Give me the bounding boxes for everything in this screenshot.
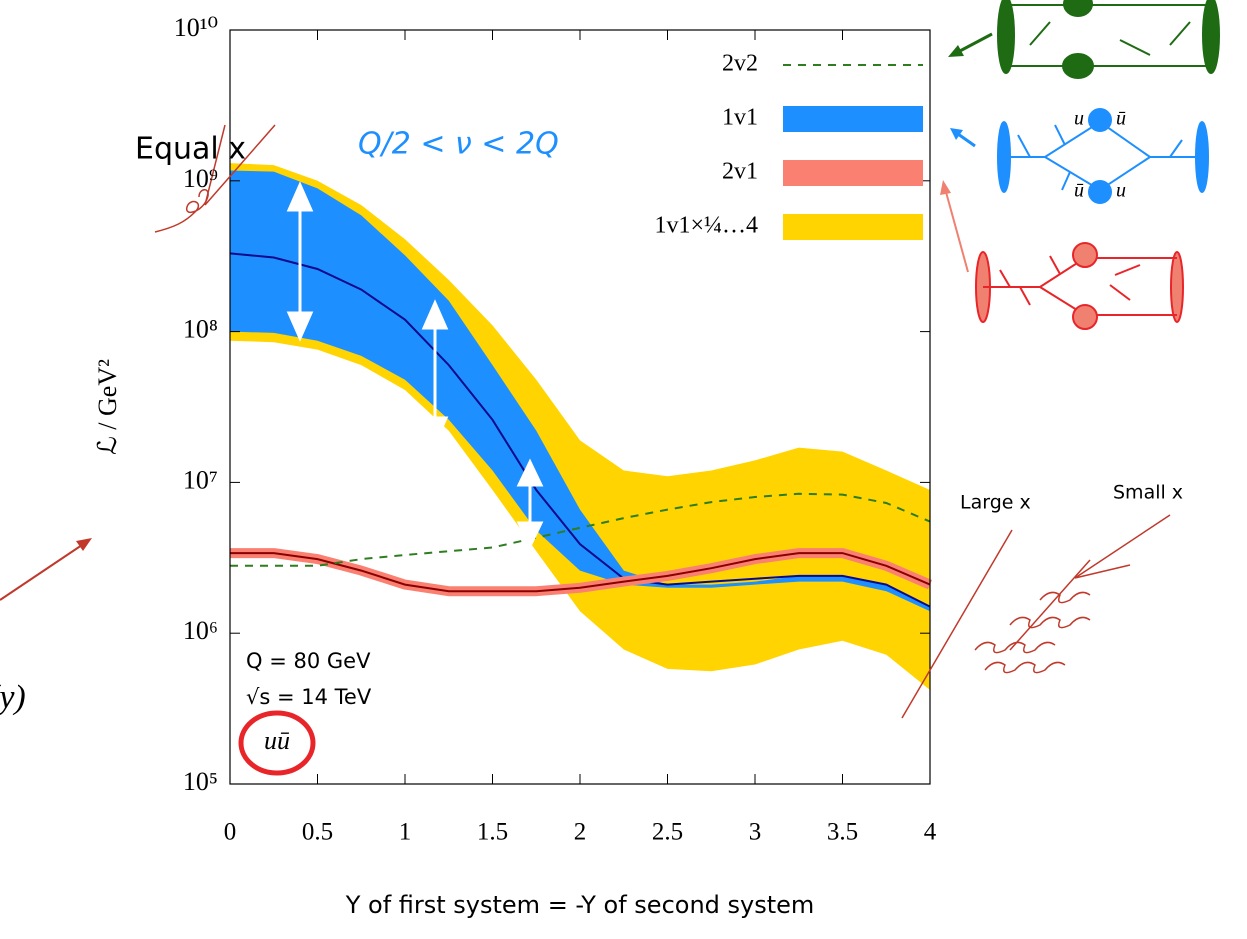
y-tick-label: 10⁸	[183, 315, 218, 344]
diagram-2v2	[997, 0, 1220, 79]
legend-label: 1v1	[722, 105, 758, 131]
annotation: Large x	[960, 492, 1031, 514]
annotation: Q/2 < ν < 2Q	[358, 127, 559, 162]
y-axis-label: ℒ / GeV²	[93, 359, 122, 455]
legend-label: 1v1×¼…4	[654, 213, 758, 239]
y-tick-label: 10⁶	[183, 616, 218, 645]
annotation: uū	[264, 726, 290, 755]
plot-area: 2v2 1v1 2v1 1v1×¼…4	[229, 29, 932, 785]
x-tick-label: 1	[399, 819, 412, 846]
x-tick-label: 1.5	[477, 819, 508, 846]
series-line	[230, 492, 931, 567]
y-tick-label: 10⁵	[183, 767, 218, 796]
series-line	[229, 252, 931, 608]
x-tick-label: 2	[574, 819, 587, 846]
highlight-circle	[238, 710, 316, 776]
legend-label: 2v2	[722, 51, 758, 77]
annotation: Small x	[1113, 482, 1183, 504]
y-tick-label: 10¹⁰	[174, 13, 218, 42]
diagram-1v1	[997, 108, 1209, 204]
uncertainty-arrows	[286, 181, 544, 550]
gluon-sketch	[154, 124, 1171, 719]
series-line	[230, 552, 931, 593]
annotation: ū	[1116, 108, 1126, 130]
annotation: √s = 14 TeV	[246, 685, 372, 709]
annotation: Q = 80 GeV	[246, 649, 371, 673]
legend-swatch	[783, 160, 923, 186]
x-tick-label: 3	[749, 819, 762, 846]
y-tick-label: 10⁷	[183, 465, 218, 494]
x-tick-label: 2.5	[652, 819, 683, 846]
x-axis-label: Y of first system = -Y of second system	[345, 891, 815, 919]
pointer-arrows	[0, 32, 993, 601]
x-tick-label: 0.5	[302, 819, 333, 846]
band	[230, 170, 930, 612]
x-tick-label: 0	[224, 819, 237, 846]
annotation: u	[1074, 108, 1084, 130]
diagram-2v1	[975, 242, 1184, 330]
legend-label: 2v1	[722, 159, 758, 185]
legend-swatch	[783, 106, 923, 132]
x-tick-label: 3.5	[827, 819, 858, 846]
y-tick-label: 10⁹	[183, 164, 218, 193]
annotation: u	[1116, 180, 1126, 202]
legend-swatch	[783, 214, 923, 240]
x-tick-label: 4	[924, 819, 937, 846]
annotation: (y)	[0, 679, 26, 716]
annotation: ū	[1074, 180, 1084, 202]
annotation: Equal x	[135, 132, 246, 167]
